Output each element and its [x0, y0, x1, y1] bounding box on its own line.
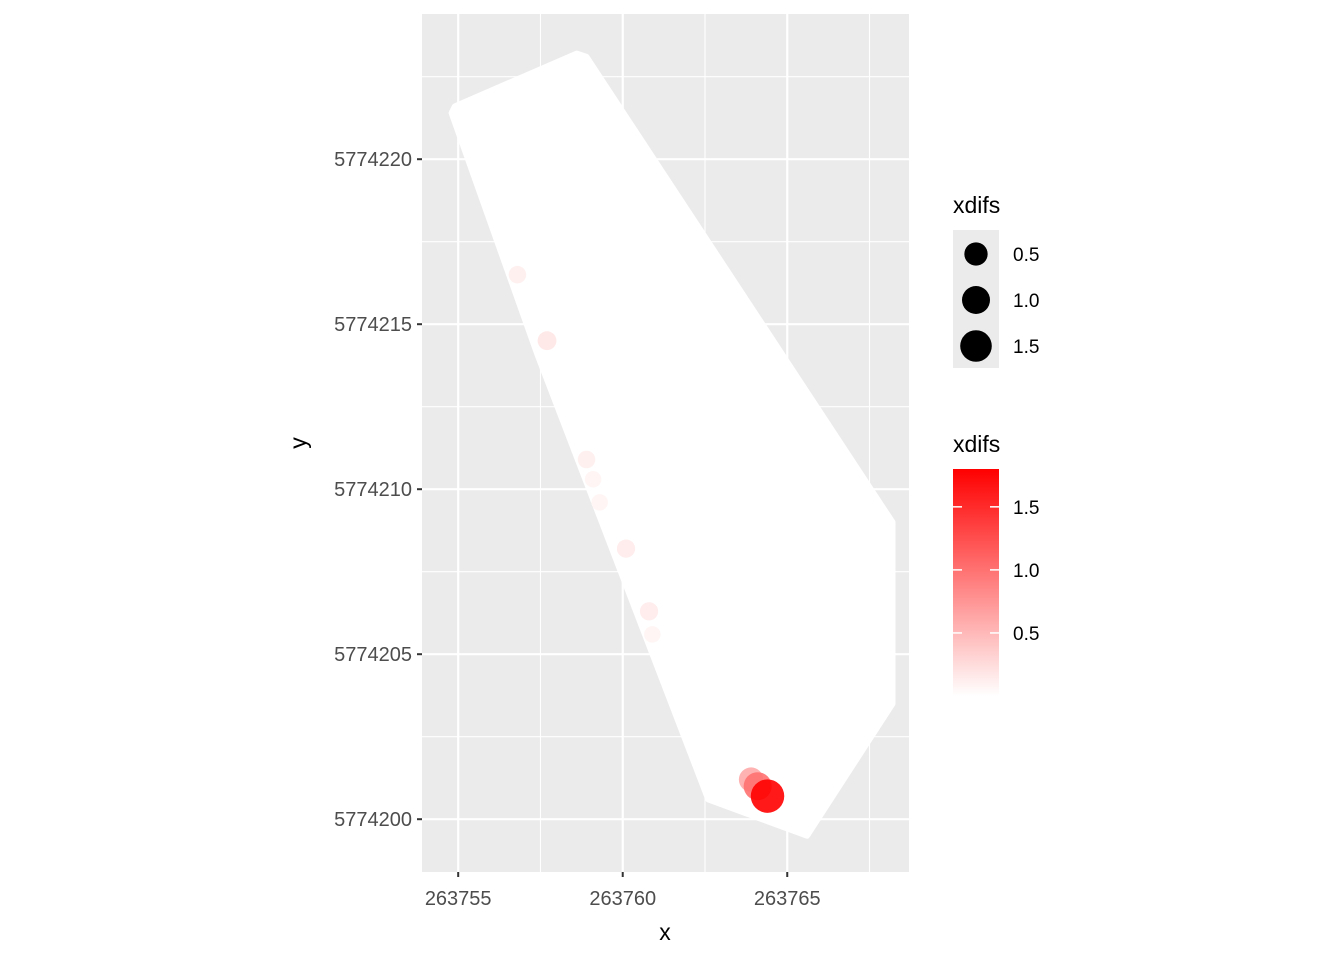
size-legend-keys: 0.5 1.0 1.5 — [960, 242, 1039, 362]
color-legend-title: xdifs — [953, 431, 1000, 457]
y-tick-label: 5774210 — [334, 479, 412, 501]
colorbar-label: 1.0 — [1013, 561, 1039, 582]
size-legend-key — [962, 286, 990, 314]
data-point — [591, 494, 608, 511]
data-point — [508, 265, 527, 284]
y-tick-label: 5774215 — [334, 314, 412, 336]
size-legend-key — [964, 242, 988, 266]
data-points — [508, 265, 785, 813]
x-axis: 263755 263760 263765 — [425, 872, 821, 910]
y-axis: 5774200 5774205 5774210 5774215 5774220 — [334, 149, 422, 831]
size-legend: xdifs 0.5 1.0 1.5 — [953, 192, 1039, 368]
colorbar-label: 0.5 — [1013, 624, 1039, 645]
data-point — [537, 331, 557, 351]
size-legend-label: 1.5 — [1013, 337, 1039, 358]
data-point — [639, 602, 659, 621]
colorbar-label: 1.5 — [1013, 498, 1039, 519]
x-axis-title: x — [659, 919, 671, 945]
y-tick-label: 5774200 — [334, 809, 412, 831]
y-tick-label: 5774205 — [334, 644, 412, 666]
data-point — [616, 539, 636, 558]
colorbar — [953, 469, 999, 696]
size-legend-title: xdifs — [953, 192, 1000, 218]
x-tick-label: 263755 — [425, 888, 492, 910]
data-point — [577, 450, 596, 469]
y-tick-label: 5774220 — [334, 149, 412, 171]
y-axis-title: y — [285, 437, 311, 449]
x-tick-label: 263760 — [589, 888, 656, 910]
size-legend-label: 0.5 — [1013, 245, 1039, 266]
size-legend-label: 1.0 — [1013, 291, 1039, 312]
size-legend-key — [960, 330, 992, 362]
data-point — [584, 471, 602, 488]
x-tick-label: 263765 — [754, 888, 821, 910]
color-legend: xdifs 0.5 1.0 1.5 — [953, 431, 1039, 696]
data-point — [644, 626, 661, 643]
data-point — [750, 779, 785, 813]
field-polygon — [448, 50, 896, 839]
colorbar-ticks: 0.5 1.0 1.5 — [953, 498, 1039, 645]
